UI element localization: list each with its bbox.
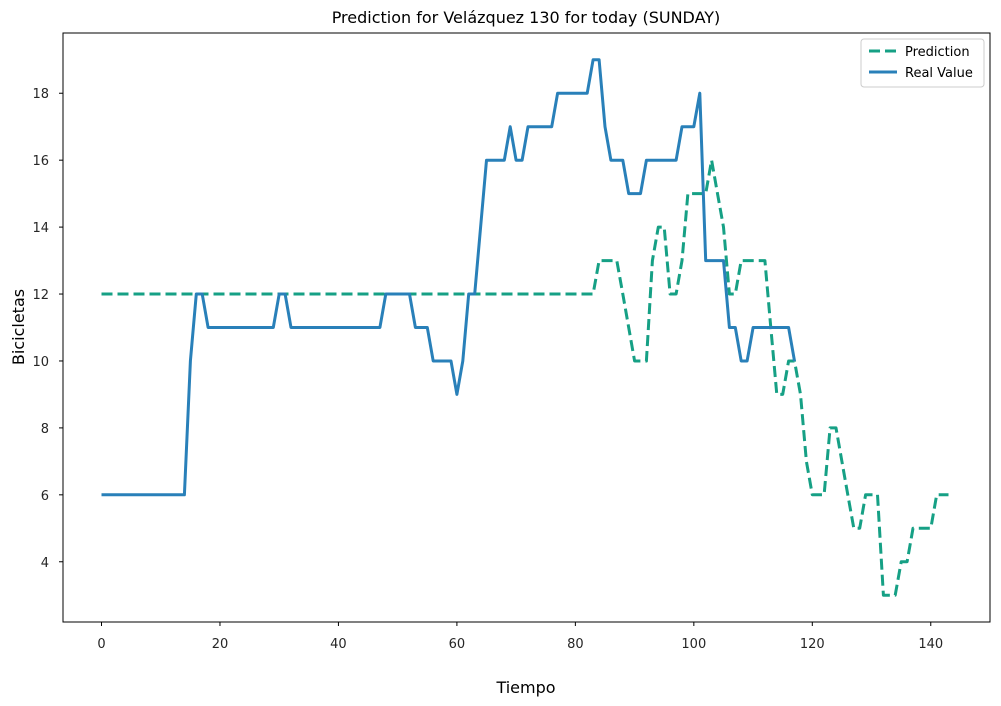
- x-tick-label: 100: [681, 637, 706, 652]
- series-line-real-value: [101, 58, 796, 497]
- series-line-prediction: [101, 158, 949, 597]
- y-axis-label: Bicicletas: [9, 289, 28, 365]
- plot-frame: [62, 32, 991, 623]
- x-tick-label: 60: [449, 637, 466, 652]
- chart-title: Prediction for Velázquez 130 for today (…: [332, 8, 721, 27]
- x-axis-ticks: 0 20 40 60 80 100 120 140: [97, 622, 943, 652]
- y-tick-label: 16: [32, 154, 49, 169]
- x-tick-label: 140: [918, 637, 943, 652]
- y-tick-label: 14: [32, 221, 49, 236]
- y-tick-label: 8: [41, 422, 49, 437]
- y-tick-label: 10: [32, 355, 49, 370]
- x-tick-label: 120: [800, 637, 825, 652]
- legend-label-real-value: Real Value: [905, 66, 973, 81]
- x-tick-label: 20: [212, 637, 229, 652]
- x-tick-label: 0: [97, 637, 105, 652]
- x-tick-label: 80: [567, 637, 584, 652]
- x-tick-label: 40: [330, 637, 347, 652]
- x-axis-label: Tiempo: [495, 678, 555, 697]
- y-tick-label: 4: [41, 556, 49, 571]
- y-axis-ticks: 4 6 8 10 12 14 16 18: [32, 87, 63, 571]
- series-group: [101, 58, 949, 597]
- legend-label-prediction: Prediction: [905, 45, 970, 60]
- y-tick-label: 6: [41, 489, 49, 504]
- legend: Prediction Real Value: [860, 38, 985, 88]
- y-tick-label: 18: [32, 87, 49, 102]
- y-tick-label: 12: [32, 288, 49, 303]
